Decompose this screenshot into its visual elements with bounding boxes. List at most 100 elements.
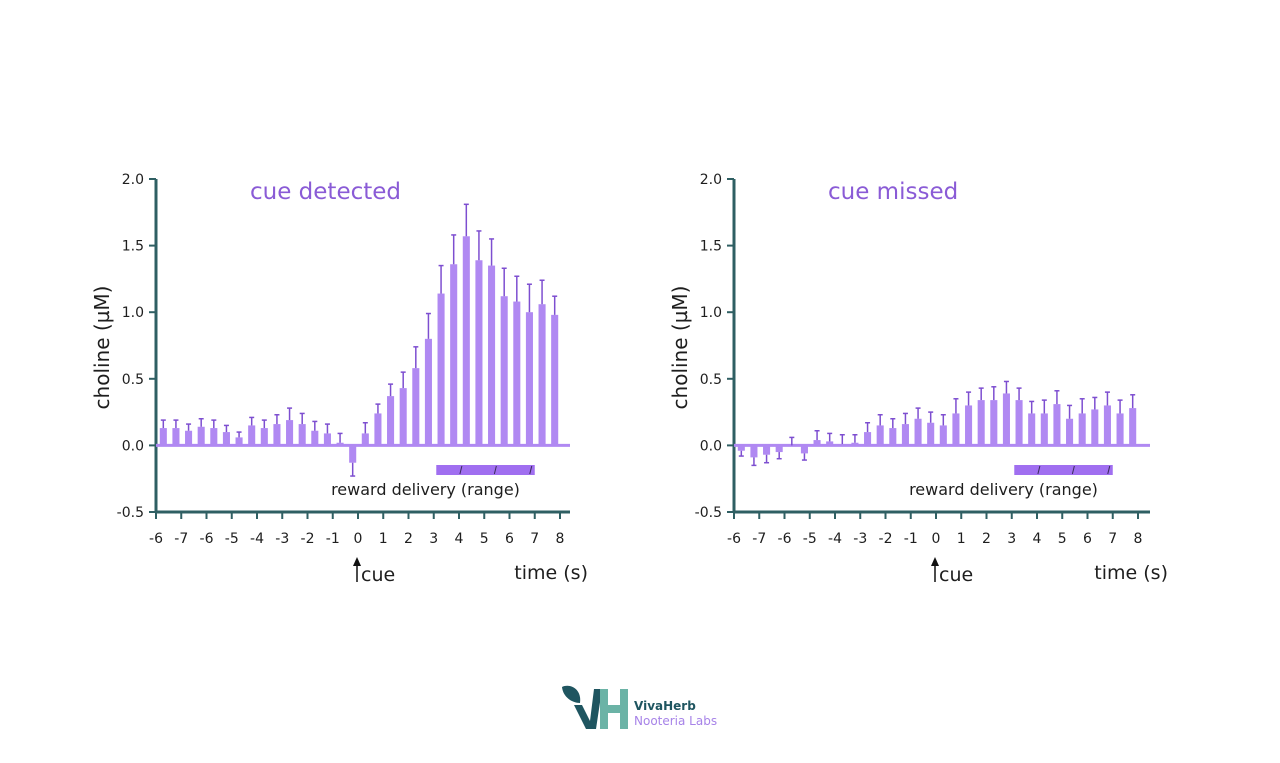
- y-tick-label: 1.5: [122, 239, 144, 255]
- cue-arrow-icon: [931, 557, 939, 566]
- bar: [197, 426, 205, 446]
- cue-label: cue: [361, 564, 395, 586]
- bar: [876, 425, 884, 446]
- y-tick-label: 0.5: [700, 372, 722, 388]
- reward-range-tick: [1071, 465, 1075, 475]
- x-tick-label: 1: [957, 531, 966, 547]
- y-tick-label: 0.0: [700, 438, 722, 454]
- x-axis-label: time (s): [514, 562, 588, 584]
- bar: [450, 264, 458, 446]
- y-tick-label: 1.0: [700, 305, 722, 321]
- x-tick-label: 7: [1108, 531, 1117, 547]
- bar: [185, 430, 193, 446]
- bar: [826, 441, 834, 446]
- x-tick-label: -3: [853, 531, 867, 547]
- bar: [210, 428, 218, 446]
- x-tick-label: -5: [803, 531, 817, 547]
- bar: [525, 312, 533, 446]
- bar: [424, 338, 432, 446]
- x-tick-label: -5: [225, 531, 239, 547]
- bar: [927, 422, 935, 446]
- chart-title: cue missed: [828, 179, 958, 205]
- bar: [159, 428, 167, 446]
- y-tick-label: -0.5: [695, 505, 722, 521]
- y-tick-label: 0.0: [122, 438, 144, 454]
- bar: [952, 413, 960, 446]
- x-tick-label: -7: [174, 531, 188, 547]
- bar: [1129, 408, 1137, 446]
- bar: [851, 442, 859, 446]
- reward-range-tick: [493, 465, 497, 475]
- x-tick-label: 2: [982, 531, 991, 547]
- x-tick-label: -4: [828, 531, 842, 547]
- bar: [939, 425, 947, 446]
- x-tick-label: 2: [404, 531, 413, 547]
- bar: [172, 428, 180, 446]
- vh-logo-icon: [562, 685, 628, 729]
- x-tick-label: 0: [354, 531, 363, 547]
- bar: [298, 424, 306, 446]
- bar: [475, 260, 483, 446]
- bar: [788, 445, 796, 447]
- y-tick-label: 2.0: [122, 172, 144, 188]
- reward-range-label: reward delivery (range): [331, 480, 520, 499]
- bar: [763, 445, 771, 455]
- bar: [901, 424, 909, 446]
- x-tick-label: -3: [275, 531, 289, 547]
- logo-v-shape: [574, 689, 602, 729]
- x-tick-label: 7: [530, 531, 539, 547]
- bar: [248, 425, 256, 446]
- bar: [1015, 400, 1023, 446]
- bar: [750, 445, 758, 458]
- cue-arrow-icon: [353, 557, 361, 566]
- bar: [914, 418, 922, 446]
- bar: [1053, 404, 1061, 446]
- bar: [1078, 413, 1086, 446]
- y-tick-label: 1.0: [122, 305, 144, 321]
- bar: [260, 428, 268, 446]
- x-tick-label: 5: [480, 531, 489, 547]
- y-tick-label: 2.0: [700, 172, 722, 188]
- x-tick-label: 1: [379, 531, 388, 547]
- x-tick-label: -2: [301, 531, 315, 547]
- x-tick-label: -2: [879, 531, 893, 547]
- bar: [1066, 418, 1074, 446]
- brand-logo: VivaHerb Nooteria Labs: [560, 683, 750, 733]
- x-tick-label: 5: [1058, 531, 1067, 547]
- bar: [538, 304, 546, 446]
- bar: [488, 265, 496, 446]
- bar: [437, 293, 445, 446]
- y-axis-label: choline (µM): [90, 286, 114, 410]
- bar: [286, 420, 294, 446]
- bar: [349, 445, 357, 463]
- bar: [1040, 413, 1048, 446]
- bar: [222, 432, 230, 446]
- y-tick-label: 0.5: [122, 372, 144, 388]
- bar: [500, 296, 508, 446]
- bar: [323, 433, 331, 446]
- x-tick-label: -6: [727, 531, 741, 547]
- x-axis-label: time (s): [1094, 562, 1168, 584]
- bar: [889, 428, 897, 446]
- x-tick-label: 8: [556, 531, 565, 547]
- bar: [737, 445, 745, 451]
- reward-range-tick: [1107, 465, 1111, 475]
- logo-h-bar: [604, 705, 624, 713]
- reward-range-tick: [1037, 465, 1041, 475]
- y-tick-label: 1.5: [700, 239, 722, 255]
- bar: [235, 437, 243, 446]
- x-tick-label: 6: [505, 531, 514, 547]
- reward-range-tick: [529, 465, 533, 475]
- bar: [387, 396, 395, 446]
- x-tick-label: 4: [455, 531, 464, 547]
- bar: [1028, 413, 1036, 446]
- x-tick-label: 4: [1033, 531, 1042, 547]
- bar: [864, 432, 872, 446]
- reward-range-bar: [436, 465, 535, 475]
- reward-range-label: reward delivery (range): [909, 480, 1098, 499]
- bar: [1091, 409, 1099, 446]
- x-tick-label: 8: [1134, 531, 1143, 547]
- bar: [1002, 393, 1010, 446]
- bar: [775, 445, 783, 453]
